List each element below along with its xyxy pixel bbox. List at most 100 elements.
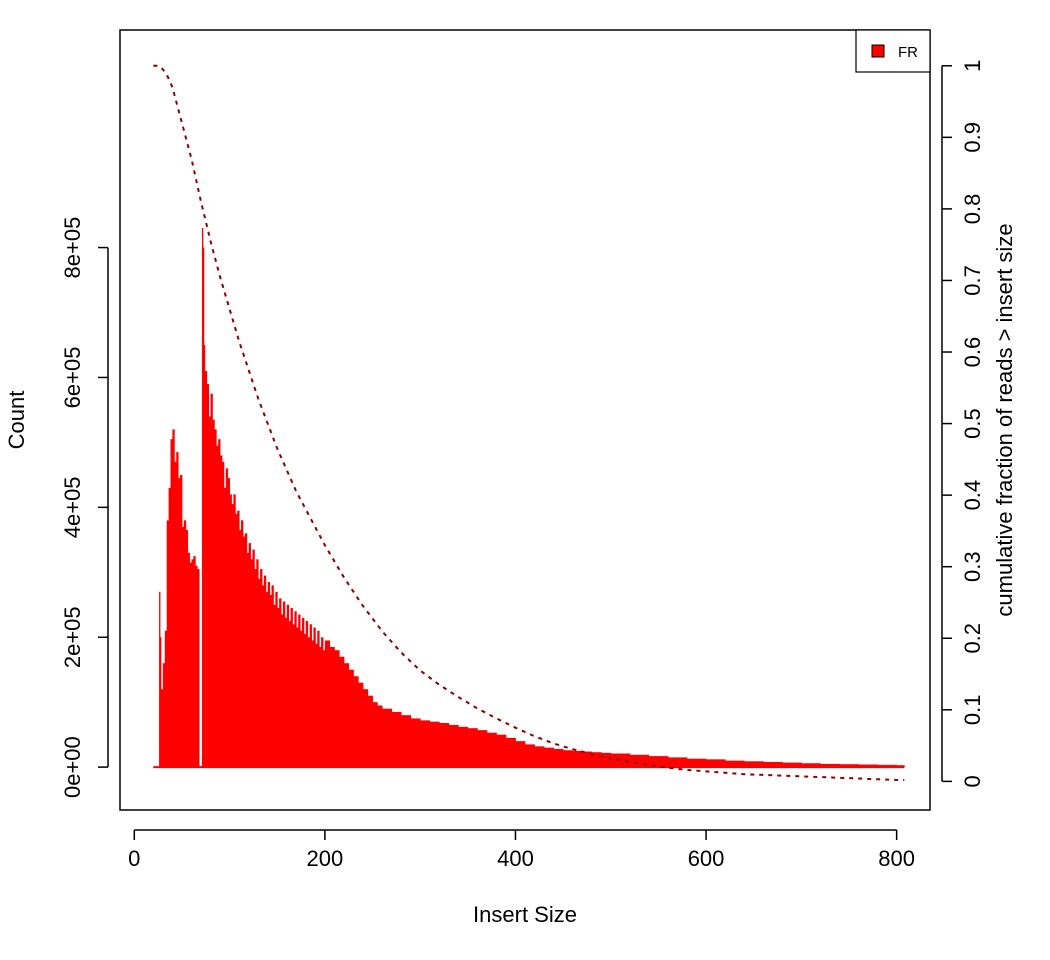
histogram-bar (515, 741, 526, 768)
y-axis-title-left: Count (4, 391, 29, 450)
histogram-bar (687, 758, 707, 768)
histogram-bar (220, 455, 223, 768)
histogram-bar (241, 520, 244, 768)
histogram-bar (202, 247, 205, 768)
histogram-bar (250, 559, 253, 768)
histogram-bar (324, 640, 331, 768)
y-tick-label-right: 0.5 (960, 408, 985, 439)
y-tick-label-right: 0.4 (960, 480, 985, 511)
histogram-bar (858, 764, 878, 768)
histogram-bar (242, 536, 246, 768)
x-tick-label: 0 (128, 846, 140, 871)
histogram-bar (176, 452, 179, 768)
histogram-bar (525, 744, 535, 768)
y-tick-label-right: 0.1 (960, 695, 985, 726)
x-axis-title: Insert Size (473, 902, 577, 927)
histogram-bar (162, 663, 166, 768)
histogram-bar (159, 591, 161, 768)
histogram-bar (391, 711, 402, 768)
legend-swatch-fr (871, 44, 885, 58)
y-axis-right: 0 0.1 0.2 0.3 0.4 0.5 0.6 0.7 0.8 0.9 1 (941, 60, 985, 788)
histogram-bar (197, 569, 200, 768)
histogram-bar (311, 640, 314, 768)
y-tick-label-right: 1 (960, 60, 985, 72)
histogram-bar (261, 585, 265, 768)
histogram-bar (210, 393, 213, 768)
histogram-bar (254, 569, 257, 768)
histogram-bar (284, 617, 288, 768)
histogram-bar (294, 611, 297, 768)
histogram-bar (839, 764, 859, 768)
y-tick-label-right: 0 (960, 775, 985, 787)
histogram-bar (292, 624, 295, 768)
histogram-bar (263, 575, 267, 768)
histogram-bar (305, 621, 309, 768)
histogram-bar (801, 763, 821, 768)
histogram-bar (348, 669, 354, 768)
histogram-bar (300, 630, 303, 768)
y-tick-label-left: 6e+05 (60, 347, 85, 409)
histogram-bar (185, 530, 189, 768)
histogram-bar (420, 720, 431, 768)
histogram-bar (201, 228, 204, 768)
histogram-bar (223, 487, 227, 768)
histogram-bar (265, 591, 269, 768)
histogram-bar (486, 732, 497, 768)
histogram-bar (183, 520, 187, 768)
histogram-bar (208, 416, 211, 768)
histogram-bar (572, 750, 583, 768)
histogram-bar (648, 756, 669, 768)
y-tick-label-right: 0.8 (960, 194, 985, 225)
histogram-bar (321, 637, 324, 768)
histogram-bar (877, 764, 898, 768)
histogram-bar (191, 559, 194, 768)
histogram-bar (744, 761, 764, 768)
histogram-bar (534, 746, 545, 768)
y-tick-label-right: 0.2 (960, 623, 985, 654)
histogram-bar (309, 624, 312, 768)
x-tick-label: 200 (307, 846, 344, 871)
histogram-bar (763, 761, 783, 768)
y-tick-label-left: 0e+00 (60, 736, 85, 798)
histogram-bar (410, 718, 421, 768)
histogram-bar (180, 474, 183, 768)
histogram-bar (277, 608, 280, 768)
histogram-bar (401, 715, 412, 768)
histogram-bar (313, 627, 316, 768)
y-tick-label-right: 0.7 (960, 265, 985, 296)
histogram-bar (505, 737, 516, 768)
histogram-bar (229, 494, 232, 768)
y-tick-label-right: 0.9 (960, 122, 985, 153)
histogram-bar (204, 370, 208, 768)
histogram-bar (225, 468, 229, 768)
histogram-bar (273, 604, 276, 768)
histogram-bar (307, 637, 311, 768)
histogram-bar (296, 627, 299, 768)
y-tick-label-right: 0.3 (960, 551, 985, 582)
histogram-bar (203, 344, 206, 768)
histogram-bar (160, 689, 164, 768)
histogram-bar (315, 643, 318, 768)
histogram-bar (244, 533, 248, 768)
histogram-bar (260, 569, 263, 768)
histogram-bar (782, 762, 802, 768)
histogram-bar (281, 614, 284, 768)
cumulative-line-path (153, 64, 905, 781)
plot-frame (119, 29, 931, 811)
histogram-bar (322, 650, 326, 768)
histogram-bar (212, 419, 215, 768)
histogram-bar (214, 429, 217, 768)
histogram-bar (174, 461, 177, 768)
histogram-bar (544, 747, 554, 768)
histogram-bar (477, 730, 488, 768)
y-tick-label-right: 0.6 (960, 337, 985, 368)
histogram-bar (329, 646, 335, 768)
histogram-bar (271, 585, 274, 768)
histogram-bar (372, 702, 378, 768)
x-axis: 0 200 400 600 800 (128, 829, 915, 871)
histogram-bar (227, 478, 230, 768)
legend-label-fr: FR (898, 44, 918, 61)
histogram-bar (467, 728, 478, 768)
histogram-bar (206, 383, 210, 768)
y-tick-label-left: 4e+05 (60, 476, 85, 538)
